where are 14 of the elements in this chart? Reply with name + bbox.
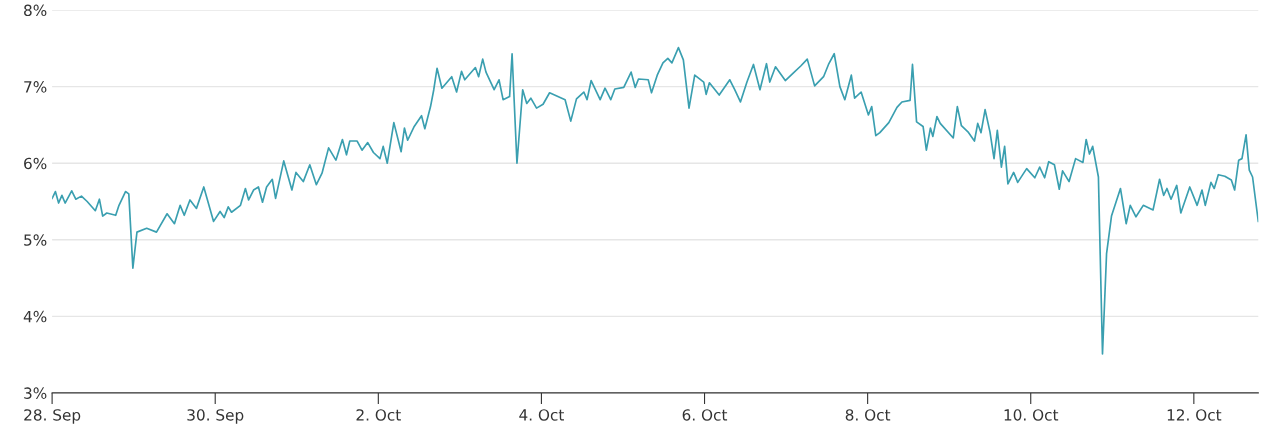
x-tick-label: 6. Oct [682, 409, 728, 421]
y-tick-label: 5% [24, 234, 47, 246]
y-tick-label: 3% [24, 387, 47, 399]
y-tick-label: 6% [24, 157, 47, 170]
y-tick-label: 7% [24, 81, 47, 93]
x-tick-label: 28. Sep [24, 409, 81, 424]
x-tick-label: 2. Oct [356, 409, 401, 421]
x-tick-label: 30. Sep [187, 409, 244, 424]
x-tick-label: 8. Oct [845, 409, 891, 421]
x-tick-label: 10. Oct [1004, 409, 1059, 421]
y-tick-label: 8% [24, 4, 47, 17]
y-tick-label: 4% [23, 310, 47, 323]
x-tick-label: 4. Oct [519, 409, 564, 421]
x-tick-label: 12. Oct [1167, 409, 1222, 421]
